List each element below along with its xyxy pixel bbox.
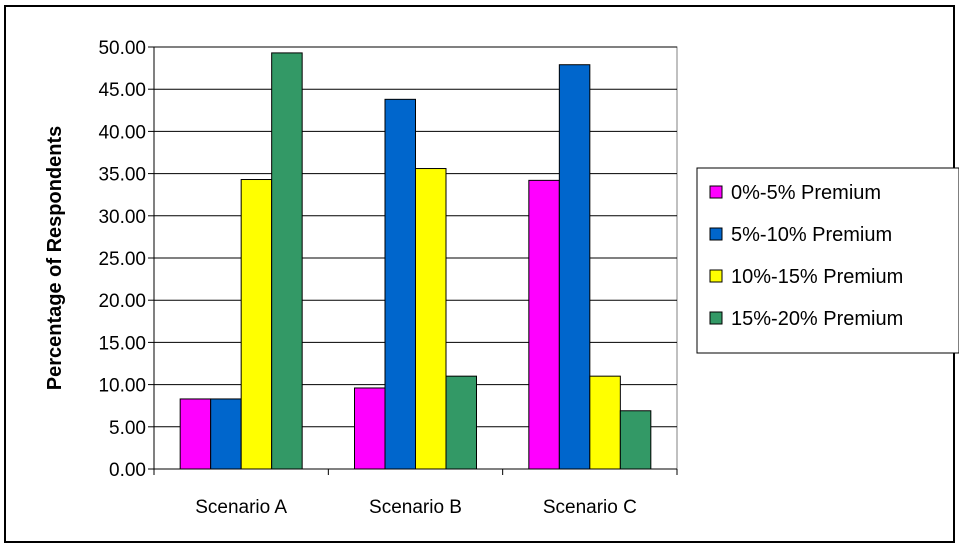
bar bbox=[619, 410, 652, 470]
y-tick-label: 5.00 bbox=[109, 418, 146, 439]
y-tick-label: 35.00 bbox=[98, 165, 146, 186]
bar bbox=[210, 398, 242, 470]
bar bbox=[384, 98, 416, 470]
y-tick-label: 10.00 bbox=[98, 376, 146, 397]
y-tick-label: 25.00 bbox=[98, 249, 146, 270]
y-axis-title: Percentage of Respondents bbox=[44, 126, 66, 391]
bar bbox=[271, 52, 303, 470]
bar bbox=[240, 179, 273, 470]
legend-label: 10%-15% Premium bbox=[731, 266, 903, 288]
legend-swatch bbox=[709, 185, 723, 199]
x-tick-label: Scenario B bbox=[369, 497, 462, 518]
bar bbox=[354, 387, 386, 470]
y-tick-label: 0.00 bbox=[109, 460, 146, 481]
bar bbox=[445, 375, 477, 470]
y-tick-label: 45.00 bbox=[98, 80, 146, 101]
bar bbox=[179, 398, 212, 470]
y-tick-label: 30.00 bbox=[98, 207, 146, 228]
bar bbox=[528, 179, 560, 470]
legend-box bbox=[696, 167, 959, 354]
bar bbox=[415, 168, 447, 470]
y-tick-label: 50.00 bbox=[98, 38, 146, 59]
y-tick-label: 40.00 bbox=[98, 122, 146, 143]
y-tick-label: 20.00 bbox=[98, 291, 146, 312]
legend-swatch bbox=[709, 269, 723, 283]
x-tick-label: Scenario A bbox=[195, 497, 287, 518]
bar bbox=[589, 375, 621, 470]
legend-swatch bbox=[709, 311, 723, 325]
bar bbox=[558, 64, 591, 470]
legend-label: 5%-10% Premium bbox=[731, 224, 892, 246]
legend-swatch bbox=[709, 227, 723, 241]
legend-label: 0%-5% Premium bbox=[731, 182, 881, 204]
y-tick-label: 15.00 bbox=[98, 333, 146, 354]
x-tick-label: Scenario C bbox=[543, 497, 637, 518]
legend-label: 15%-20% Premium bbox=[731, 308, 903, 330]
